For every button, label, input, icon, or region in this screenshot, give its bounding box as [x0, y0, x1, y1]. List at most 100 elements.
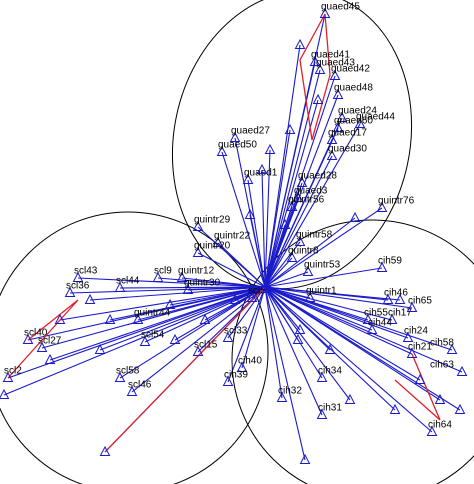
point [222, 331, 234, 342]
point-label: guaed48 [334, 83, 373, 94]
point [229, 131, 241, 142]
spoke [264, 155, 333, 288]
point-label: guaed43 [316, 58, 355, 69]
spoke [69, 286, 266, 294]
red-link [104, 286, 266, 453]
point [164, 298, 176, 309]
spoke [227, 286, 266, 339]
point-label: scl44 [116, 276, 140, 287]
spoke [264, 286, 433, 433]
spoke [264, 267, 383, 288]
point [244, 208, 256, 219]
point [376, 201, 388, 212]
point [366, 323, 378, 334]
point-label: guaed17 [328, 128, 367, 139]
spoke [264, 99, 319, 288]
cluster-ring [231, 219, 474, 484]
spoke [3, 286, 266, 396]
point-label: scl15 [194, 340, 218, 351]
point [36, 341, 48, 352]
spoke [241, 286, 266, 369]
spoke [264, 217, 356, 288]
point [326, 149, 338, 160]
spoke [264, 286, 421, 381]
point-label: guaed27 [231, 126, 270, 137]
point-label: scl58 [116, 366, 140, 377]
spoke [217, 242, 266, 288]
point-label: scl27 [38, 336, 62, 347]
point [286, 200, 298, 211]
point [199, 313, 211, 324]
red-link [394, 353, 441, 421]
red-link [7, 299, 79, 379]
spoke [264, 129, 291, 288]
point [114, 371, 126, 382]
spoke [221, 151, 266, 288]
point [54, 313, 66, 324]
point [319, 7, 331, 18]
point-label: guintr76 [378, 196, 415, 207]
spoke [59, 286, 266, 321]
links [3, 13, 463, 461]
point [236, 361, 248, 372]
red-links [7, 13, 441, 453]
point [2, 371, 14, 382]
point-label: guaed24 [338, 106, 377, 117]
point [44, 353, 56, 364]
spoke [264, 286, 301, 331]
point [426, 425, 438, 436]
point-label: cih44 [368, 318, 392, 329]
point [64, 286, 76, 297]
spoke [264, 61, 316, 288]
point [454, 403, 466, 414]
point [176, 271, 188, 282]
point [406, 301, 418, 312]
point [386, 313, 398, 324]
spoke [99, 286, 266, 351]
spoke [41, 286, 266, 349]
point-label: cih24 [404, 326, 428, 337]
point [294, 235, 306, 246]
point-label: guaed44 [356, 112, 395, 123]
point [169, 333, 181, 344]
point-label: cih46 [384, 288, 408, 299]
point [434, 393, 446, 404]
point [456, 365, 468, 376]
point [276, 391, 288, 402]
spoke [264, 286, 351, 401]
point [414, 373, 426, 384]
point-label: cih34 [318, 366, 342, 377]
point [264, 143, 276, 154]
point [354, 117, 366, 128]
point [329, 69, 341, 80]
point [326, 133, 338, 144]
point [279, 218, 291, 229]
point [222, 375, 234, 386]
spoke [264, 286, 396, 411]
point-label: cih32 [278, 386, 302, 397]
point-label: guintr12 [178, 266, 215, 277]
point [104, 313, 116, 324]
point [296, 176, 308, 187]
spoke [264, 139, 333, 288]
point-label: cih17 [388, 308, 412, 319]
point-label: guaed50 [218, 140, 257, 151]
point-label: guintr30 [184, 278, 221, 289]
point [336, 111, 348, 122]
point-label: scl33 [224, 326, 248, 337]
point [212, 236, 224, 247]
point [286, 251, 298, 262]
point-label: cih59 [378, 256, 402, 267]
spoke [264, 123, 361, 288]
cluster-ring [0, 211, 269, 484]
point-label: cih64 [428, 420, 452, 431]
point-label: guaed45 [321, 2, 360, 13]
point-label: guintr58 [296, 230, 333, 241]
point [394, 293, 406, 304]
point [376, 261, 388, 272]
spoke [264, 286, 393, 321]
spoke [131, 286, 266, 393]
point-label: guaed42 [331, 64, 370, 75]
